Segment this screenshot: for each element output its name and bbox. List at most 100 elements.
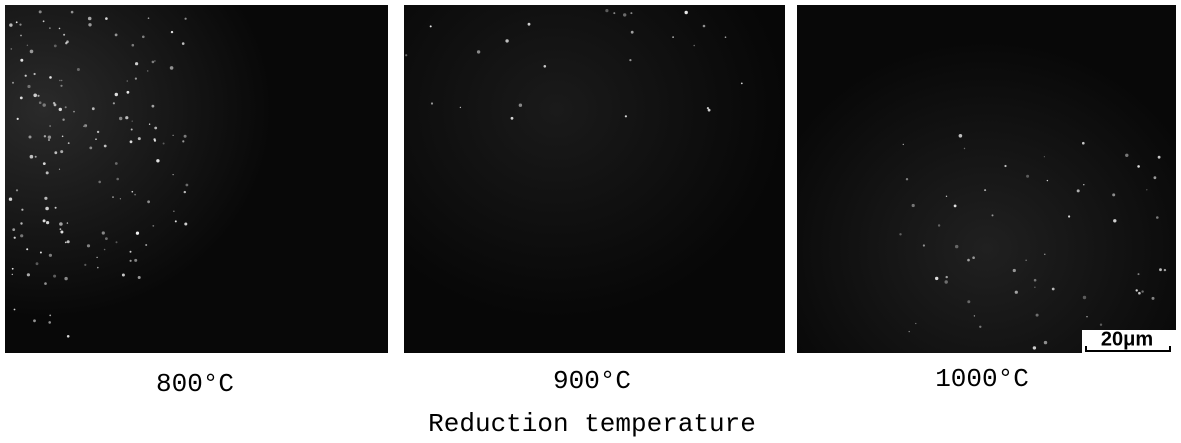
- speckle: [20, 222, 22, 224]
- speckle: [130, 260, 132, 262]
- speckle: [59, 222, 63, 226]
- speckle: [14, 309, 16, 311]
- speckle: [54, 151, 57, 154]
- speckle: [460, 107, 461, 108]
- speckle: [703, 25, 706, 28]
- speckle: [1083, 296, 1086, 299]
- speckle: [154, 140, 156, 142]
- speckle: [34, 73, 36, 75]
- micrograph: [5, 5, 388, 353]
- speckle: [59, 80, 60, 81]
- speckle: [972, 256, 975, 259]
- speckle: [16, 21, 18, 23]
- speckle: [49, 315, 51, 317]
- speckle: [26, 248, 28, 250]
- speckle: [154, 127, 157, 130]
- speckle: [67, 335, 70, 338]
- speckle: [9, 198, 12, 201]
- speckle: [92, 107, 95, 110]
- speckle: [85, 125, 86, 126]
- speckle: [84, 264, 86, 266]
- speckle: [505, 39, 508, 42]
- speckle: [935, 277, 938, 280]
- speckle: [43, 219, 46, 222]
- speckle: [119, 117, 122, 120]
- speckle: [1044, 341, 1047, 344]
- speckle: [1044, 254, 1045, 255]
- speckle: [1086, 316, 1087, 317]
- speckle: [49, 27, 51, 29]
- speckle: [102, 231, 105, 234]
- speckle: [184, 223, 187, 226]
- speckle: [44, 282, 47, 285]
- micrograph: [797, 5, 1176, 353]
- speckle: [623, 13, 626, 16]
- speckle: [60, 231, 63, 234]
- speckle: [20, 59, 23, 62]
- speckle: [1125, 154, 1128, 157]
- speckle: [127, 91, 130, 94]
- speckle: [98, 181, 101, 184]
- speckle: [152, 225, 154, 227]
- speckle: [1036, 314, 1039, 317]
- micrograph: [404, 5, 785, 353]
- speckle: [115, 162, 118, 165]
- speckle: [912, 204, 915, 207]
- speckle: [54, 45, 57, 48]
- speckle: [134, 194, 136, 196]
- speckle: [83, 126, 84, 127]
- speckle: [1013, 269, 1016, 272]
- speckle: [1034, 279, 1037, 282]
- speckle: [89, 147, 92, 150]
- speckle: [46, 221, 49, 224]
- speckle: [65, 106, 67, 108]
- speckle: [97, 131, 99, 133]
- speckle: [693, 45, 695, 47]
- speckle: [44, 135, 46, 137]
- speckle: [154, 60, 155, 61]
- speckle: [528, 23, 531, 26]
- speckle: [9, 23, 12, 26]
- speckle: [152, 61, 155, 64]
- speckle: [477, 50, 480, 53]
- speckle: [40, 252, 42, 254]
- speckle: [672, 36, 674, 38]
- speckle: [12, 82, 14, 84]
- speckle: [899, 233, 901, 235]
- speckle: [938, 224, 940, 226]
- speckle: [955, 245, 958, 248]
- speckle: [48, 136, 51, 139]
- speckle: [39, 10, 42, 13]
- page: {"panels": [{"label": "800°C"}, {"label"…: [0, 0, 1181, 443]
- speckle: [1100, 324, 1102, 326]
- speckle: [104, 249, 106, 251]
- speckle: [544, 65, 547, 68]
- speckle: [138, 137, 141, 140]
- speckle: [16, 189, 18, 191]
- speckle: [138, 276, 141, 279]
- speckle: [55, 207, 57, 209]
- speckle: [49, 254, 52, 257]
- speckle: [44, 197, 47, 200]
- speckle: [431, 102, 433, 104]
- speckle: [1152, 297, 1155, 300]
- speckle: [65, 242, 67, 244]
- speckle: [60, 228, 62, 230]
- speckle: [184, 191, 186, 193]
- speckle: [1047, 180, 1048, 181]
- speckle: [12, 274, 13, 275]
- speckle: [36, 262, 39, 265]
- speckle: [134, 259, 137, 262]
- speckle: [1052, 288, 1055, 291]
- speckle: [20, 35, 22, 37]
- speckle: [46, 171, 49, 174]
- speckle: [130, 140, 133, 143]
- speckle: [156, 159, 159, 162]
- speckle: [173, 211, 174, 212]
- speckle: [87, 244, 90, 247]
- speckle: [27, 273, 30, 276]
- speckle: [35, 156, 37, 158]
- speckle: [945, 280, 948, 283]
- speckle: [974, 315, 975, 316]
- speckle: [1044, 156, 1045, 157]
